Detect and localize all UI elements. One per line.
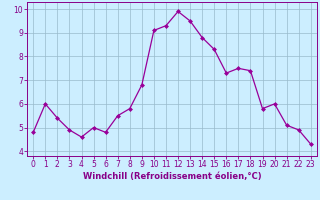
X-axis label: Windchill (Refroidissement éolien,°C): Windchill (Refroidissement éolien,°C) xyxy=(83,172,261,181)
